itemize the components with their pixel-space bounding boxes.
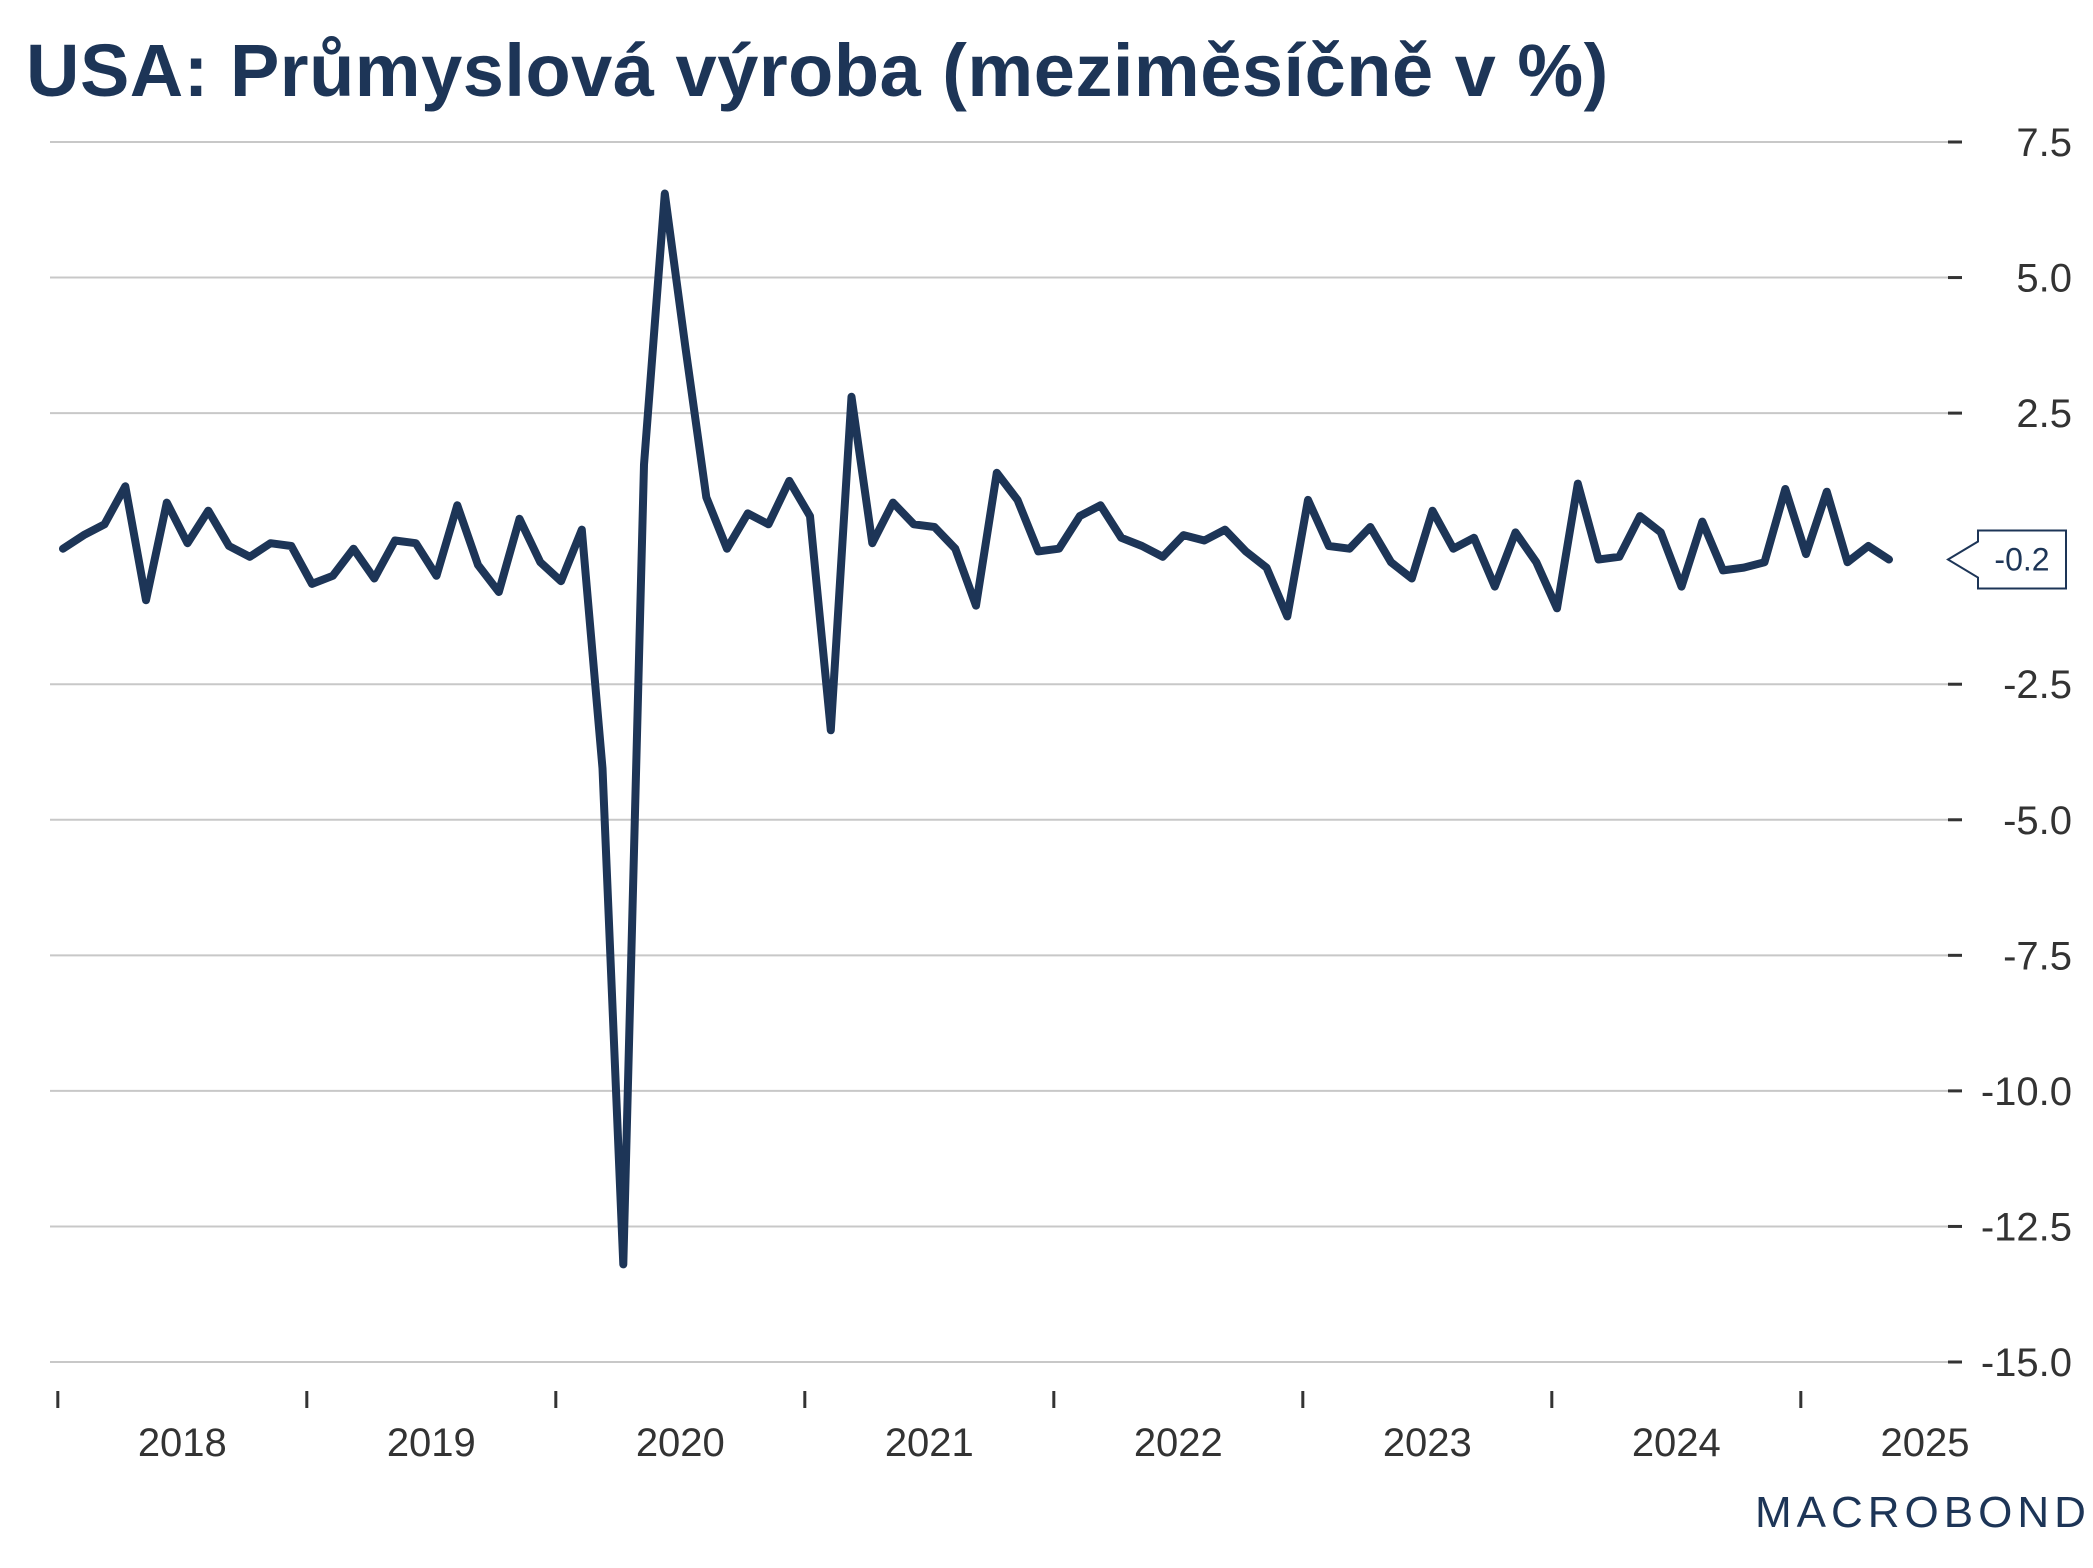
chart-title: USA: Průmyslová výroba (meziměsíčně v %) (26, 29, 1609, 112)
x-tick-label: 2020 (636, 1421, 725, 1465)
last-value-box (1946, 529, 2067, 590)
macrobond-logo: MACROBOND (1755, 1488, 2091, 1537)
grid-lines (50, 141, 1948, 1363)
x-tick-label: 2024 (1632, 1421, 1721, 1465)
x-tick-label: 2022 (1134, 1421, 1223, 1465)
x-tick-label: 2019 (387, 1421, 476, 1465)
x-tick-label: 2018 (138, 1421, 227, 1465)
series-line (59, 189, 1893, 1269)
y-tick-label: 5.0 (2016, 257, 2072, 301)
y-tick-label: -2.5 (2003, 663, 2072, 707)
y-tick-label: -12.5 (1981, 1205, 2072, 1249)
y-tick-label: -7.5 (2003, 934, 2072, 978)
y-tick-label: 7.5 (2016, 121, 2072, 165)
last-value-label: -0.2 (1994, 542, 2049, 578)
last-value-callout: -0.2 (1946, 529, 2067, 590)
y-tick-label: -10.0 (1981, 1070, 2072, 1114)
y-axis: 7.5 5.0 2.5 -2.5 -5.0 -7.5 -10.0 -12.5 -15.0 (1948, 121, 2072, 1385)
x-axis: 2018 2019 2020 2021 2022 2023 2024 2025 (56, 1391, 1970, 1465)
y-tick-label: 2.5 (2016, 392, 2072, 436)
y-tick-label: -15.0 (1981, 1341, 2072, 1385)
y-tick-label: -5.0 (2003, 799, 2072, 843)
x-tick-label: 2025 (1881, 1421, 1970, 1465)
x-tick-label: 2021 (885, 1421, 974, 1465)
x-tick-label: 2023 (1383, 1421, 1472, 1465)
